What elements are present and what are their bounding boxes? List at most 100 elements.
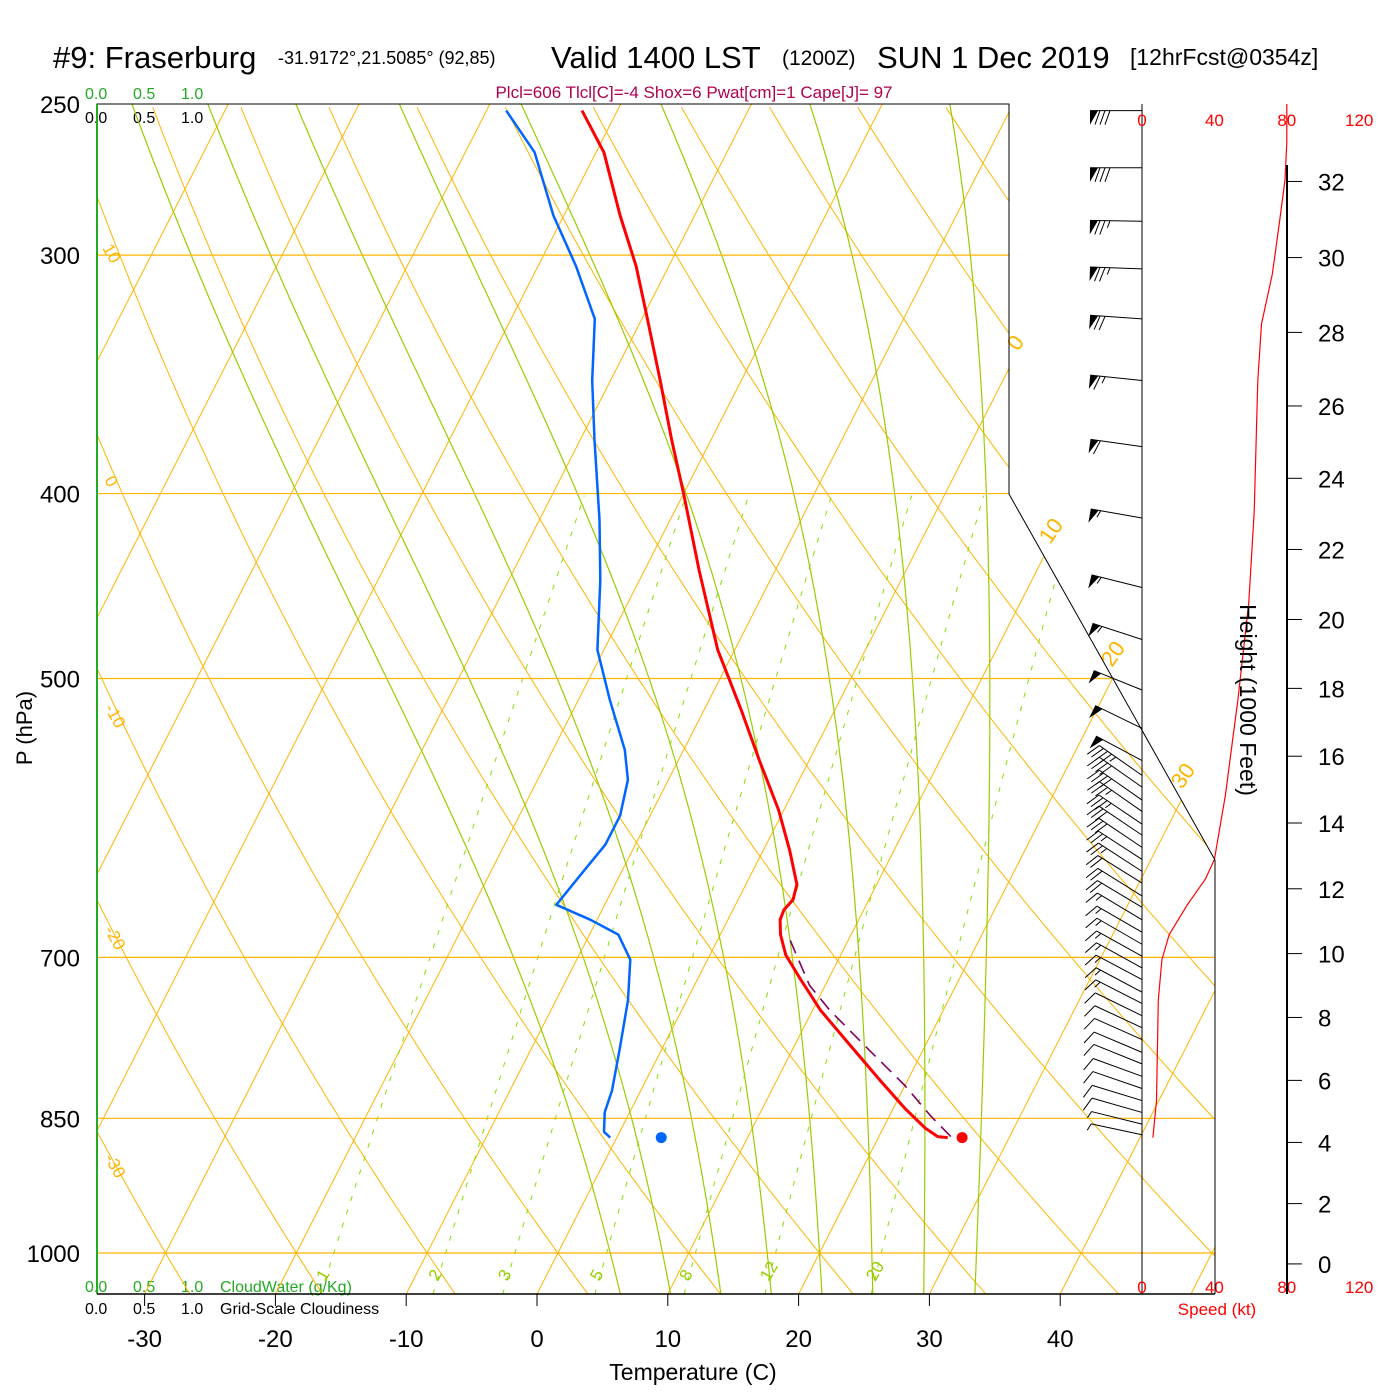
wind-barb-pennant: [1089, 266, 1099, 281]
height-tick-label: 32: [1318, 169, 1345, 196]
wind-barb: [1085, 942, 1143, 969]
wind-barb-shaft: [1099, 781, 1143, 812]
isotherm-label: 10: [1034, 513, 1069, 547]
wind-barb-half: [1097, 626, 1103, 633]
wind-barb-full: [1083, 1071, 1094, 1084]
dry-adiabat-line: [97, 107, 456, 1294]
height-tick-label: 16: [1318, 744, 1345, 771]
pressure-tick-label: 700: [40, 945, 80, 972]
wind-barb-full: [1086, 830, 1099, 841]
wind-barb-shaft: [1092, 1058, 1143, 1077]
wind-barb-full: [1084, 954, 1097, 966]
pressure-tick-label: 300: [40, 243, 80, 270]
dry-adiabat-line: [1298, 107, 1400, 1294]
wind-barb-full: [1091, 772, 1104, 783]
isotherm-line: [97, 104, 229, 1294]
wind-barb-half: [1105, 789, 1112, 795]
mixing-ratio-label: 12: [756, 1258, 782, 1284]
isotherm-line: [274, 104, 883, 1294]
isotherm-line: [1059, 104, 1215, 1294]
wind-barb: [1089, 705, 1143, 729]
wind-barb-shaft: [1095, 705, 1143, 729]
wind-barb-full: [1090, 870, 1103, 881]
wind-barb-shaft: [1099, 769, 1143, 801]
wind-barb: [1088, 508, 1143, 523]
wind-barb-full: [1095, 762, 1108, 773]
surface-dewpoint-point: [655, 1132, 667, 1144]
wind-barb-pennant: [1088, 509, 1099, 523]
wind-barb-half: [1094, 933, 1102, 939]
isotherm-line: [97, 104, 622, 1294]
isotherm-label: 20: [1096, 636, 1131, 670]
mixing-ratio-label: 2: [425, 1266, 446, 1284]
wind-barb-full: [1086, 781, 1100, 791]
wind-barb-full: [1099, 220, 1106, 235]
mixing-ratio-label: 5: [586, 1266, 607, 1284]
wind-barb-full: [1085, 905, 1098, 917]
wind-barb-shaft: [1092, 1071, 1143, 1089]
moist-adiabat-line: [660, 104, 874, 1294]
wind-barb-full: [1083, 1031, 1095, 1044]
cloudwater-label: CloudWater (g/Kg): [220, 1279, 352, 1296]
wind-barb: [1086, 769, 1143, 801]
wind-barb: [1084, 979, 1143, 1004]
dry-adiabat-line: [97, 107, 191, 1294]
wind-barb-pennant: [1089, 736, 1104, 749]
wind-barb-full: [1085, 917, 1098, 929]
height-tick-label: 6: [1318, 1068, 1331, 1095]
wind-barb-full: [1094, 110, 1101, 125]
dry-adiabat-line: [97, 107, 589, 1294]
wind-barb-full: [1104, 167, 1111, 182]
pressure-tick-label: 250: [40, 92, 80, 119]
title-station: #9: Fraserburg: [53, 40, 256, 75]
wind-barb: [1083, 1071, 1143, 1089]
wind-barb-shaft: [1091, 1111, 1143, 1125]
wind-barb: [1089, 219, 1143, 235]
y-axis-title: P (hPa): [12, 691, 37, 765]
wind-barb-full: [1094, 823, 1108, 834]
wind-barb: [1089, 735, 1143, 761]
wind-barb-full: [1099, 765, 1112, 775]
cloudwater-tick: 0.5: [133, 86, 155, 103]
cloudwater-tick: 0.0: [85, 86, 107, 103]
wind-barb-shaft: [1099, 756, 1143, 788]
mixing-ratio-line: [764, 495, 985, 1294]
wind-barb-shaft: [1098, 817, 1143, 848]
wind-barb: [1089, 266, 1143, 282]
wind-barb-shaft: [1093, 1043, 1143, 1065]
wind-barb: [1085, 892, 1143, 921]
dry-adiabat-line: [240, 107, 987, 1294]
wind-barb-full: [1099, 167, 1106, 182]
wind-barb-full: [1086, 805, 1100, 816]
isotherm-line: [405, 104, 1014, 1294]
moist-adiabat-line: [949, 104, 991, 1294]
speed-tick-label-top: 120: [1345, 111, 1373, 130]
wind-barb-full: [1093, 375, 1101, 390]
height-tick-label: 8: [1318, 1005, 1331, 1032]
moist-adiabat-line: [131, 104, 621, 1294]
wind-barb-shaft: [1095, 992, 1143, 1017]
wind-barb-shaft: [1098, 805, 1143, 836]
x-axis-title: Temperature (C): [609, 1359, 776, 1385]
wind-barb: [1083, 1031, 1143, 1053]
height-tick-label: 18: [1318, 676, 1345, 703]
dry-adiabat-line: [97, 107, 722, 1294]
speed-tick-label-top: 0: [1137, 111, 1146, 130]
temperature-tick-label: -10: [389, 1326, 424, 1353]
dry-adiabat-label: -10: [101, 701, 130, 732]
cloudiness-tick: 1.0: [181, 1301, 203, 1318]
wind-barb-shaft: [1094, 1017, 1143, 1041]
wind-barb: [1087, 1111, 1143, 1125]
wind-barb-full: [1084, 1005, 1096, 1017]
wind-barb: [1090, 110, 1142, 125]
wind-barb-full: [1099, 267, 1106, 282]
wind-barb-full: [1094, 267, 1101, 282]
height-tick-label: 4: [1318, 1130, 1331, 1157]
dry-adiabat-line: [328, 107, 1120, 1294]
cloudiness-tick: 1.0: [181, 110, 203, 127]
height-tick-label: 24: [1318, 466, 1345, 493]
speed-tick-label-bottom: 120: [1345, 1278, 1373, 1297]
wind-barb-full: [1083, 1044, 1095, 1056]
